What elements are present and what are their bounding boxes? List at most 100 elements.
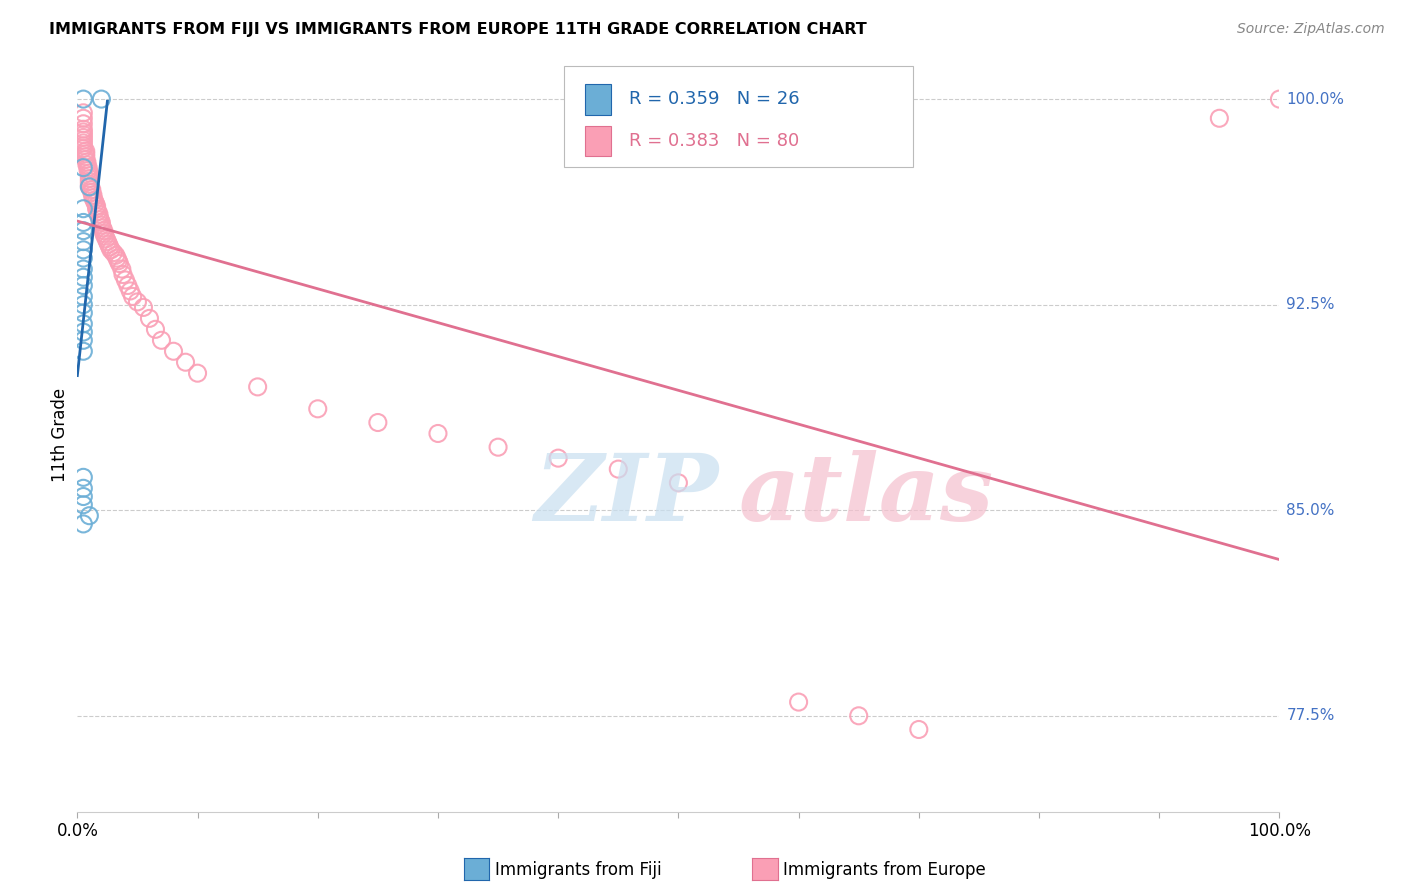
Point [80,186,103,200]
Point [72,92,94,106]
Point [111,262,134,277]
Point [94,229,117,244]
Point [607,462,630,476]
Point [100,243,122,257]
Point [114,273,136,287]
Point [138,311,160,326]
Point [72,481,94,495]
Point [79,169,101,183]
Point [186,366,209,380]
Text: Source: ZipAtlas.com: Source: ZipAtlas.com [1237,22,1385,37]
Point [72,278,94,293]
Point [72,516,94,531]
Point [150,333,173,347]
Point [72,317,94,331]
Point [72,141,94,155]
Point [486,440,509,454]
Point [72,344,94,359]
Point [787,695,810,709]
Point [79,166,101,180]
Text: 85.0%: 85.0% [1286,503,1334,517]
Text: 100.0%: 100.0% [1286,92,1344,106]
Point [72,125,94,139]
Text: 92.5%: 92.5% [1286,297,1334,312]
Point [72,112,94,126]
Point [91,221,114,235]
Point [174,355,197,369]
Point [93,227,115,241]
Point [72,498,94,512]
Point [72,128,94,142]
Point [77,163,100,178]
Text: IMMIGRANTS FROM FIJI VS IMMIGRANTS FROM EUROPE 11TH GRADE CORRELATION CHART: IMMIGRANTS FROM FIJI VS IMMIGRANTS FROM … [49,22,868,37]
Text: atlas: atlas [738,450,994,541]
Point [72,270,94,285]
Point [848,708,870,723]
Point [72,289,94,303]
Point [72,298,94,312]
Point [72,138,94,153]
Point [76,155,98,169]
Point [246,380,269,394]
Text: R = 0.383   N = 80: R = 0.383 N = 80 [628,132,800,150]
Point [120,284,142,298]
Point [127,294,149,309]
Point [108,256,131,270]
Point [87,204,110,219]
Point [97,237,120,252]
Point [105,251,128,265]
Point [72,333,94,347]
FancyBboxPatch shape [585,126,612,156]
Point [132,301,155,315]
Point [84,196,107,211]
Point [72,117,94,131]
Point [75,147,97,161]
Point [90,215,112,229]
Point [307,401,329,416]
Point [72,325,94,339]
Point [908,723,931,737]
Point [90,92,112,106]
Point [72,306,94,320]
Point [1268,92,1291,106]
Point [72,262,94,277]
Point [72,235,94,249]
Point [72,105,94,120]
Text: 77.5%: 77.5% [1286,708,1334,723]
Point [1208,112,1230,126]
Point [72,470,94,484]
Point [162,344,184,359]
Point [72,202,94,216]
Point [75,150,97,164]
Point [72,243,94,257]
Point [82,191,104,205]
Point [86,199,108,213]
Point [79,174,101,188]
Point [107,253,129,268]
Point [79,171,101,186]
Point [96,235,118,249]
Point [72,136,94,150]
Point [76,158,98,172]
Point [72,161,94,175]
Point [87,207,110,221]
Point [547,451,569,466]
Point [72,130,94,145]
Point [79,177,101,191]
Point [90,218,112,232]
Point [77,161,100,175]
Point [367,416,389,430]
Point [103,245,125,260]
Point [72,251,94,265]
Point [75,153,97,167]
Point [111,268,134,282]
Point [72,224,94,238]
Point [72,490,94,504]
Text: Immigrants from Europe: Immigrants from Europe [783,861,986,879]
FancyBboxPatch shape [564,65,912,168]
Point [72,133,94,147]
Y-axis label: 11th Grade: 11th Grade [51,388,69,482]
Point [75,144,97,158]
Point [117,278,139,293]
Point [79,179,101,194]
